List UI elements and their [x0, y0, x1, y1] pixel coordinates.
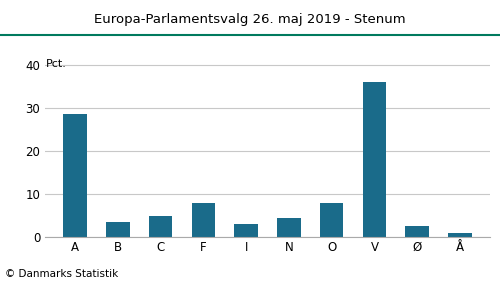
Bar	[63, 114, 86, 237]
Bar	[234, 224, 258, 237]
Text: Pct.: Pct.	[46, 59, 66, 69]
Bar	[106, 222, 130, 237]
Bar	[406, 226, 429, 237]
Bar	[192, 202, 215, 237]
Bar	[448, 233, 472, 237]
Bar	[149, 216, 172, 237]
Text: © Danmarks Statistik: © Danmarks Statistik	[5, 269, 118, 279]
Bar	[277, 217, 300, 237]
Bar	[320, 202, 344, 237]
Text: Europa-Parlamentsvalg 26. maj 2019 - Stenum: Europa-Parlamentsvalg 26. maj 2019 - Ste…	[94, 13, 406, 26]
Bar	[362, 82, 386, 237]
